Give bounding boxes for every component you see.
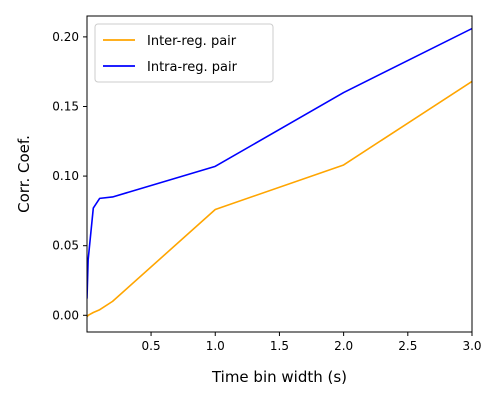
x-axis-label: Time bin width (s) [211, 368, 347, 386]
x-tick-label: 3.0 [462, 339, 481, 353]
series-line-inter-reg [87, 81, 472, 316]
x-axis-ticks: 0.5 1.0 1.5 2.0 2.5 3.0 [142, 332, 482, 353]
y-tick-label: 0.00 [52, 308, 79, 322]
legend: Inter-reg. pair Intra-reg. pair [95, 24, 273, 82]
y-tick-label: 0.15 [52, 99, 79, 113]
x-tick-label: 1.5 [270, 339, 289, 353]
legend-entry-label: Intra-reg. pair [147, 60, 238, 75]
y-axis-ticks: 0.00 0.05 0.10 0.15 0.20 [52, 30, 87, 322]
y-tick-label: 0.20 [52, 30, 79, 44]
y-axis-label: Corr. Coef. [15, 135, 33, 213]
y-tick-label: 0.10 [52, 169, 79, 183]
y-tick-label: 0.05 [52, 239, 79, 253]
legend-entry-label: Inter-reg. pair [147, 34, 237, 49]
x-tick-label: 0.5 [142, 339, 161, 353]
x-tick-label: 2.5 [398, 339, 417, 353]
x-tick-label: 2.0 [334, 339, 353, 353]
x-tick-label: 1.0 [206, 339, 225, 353]
